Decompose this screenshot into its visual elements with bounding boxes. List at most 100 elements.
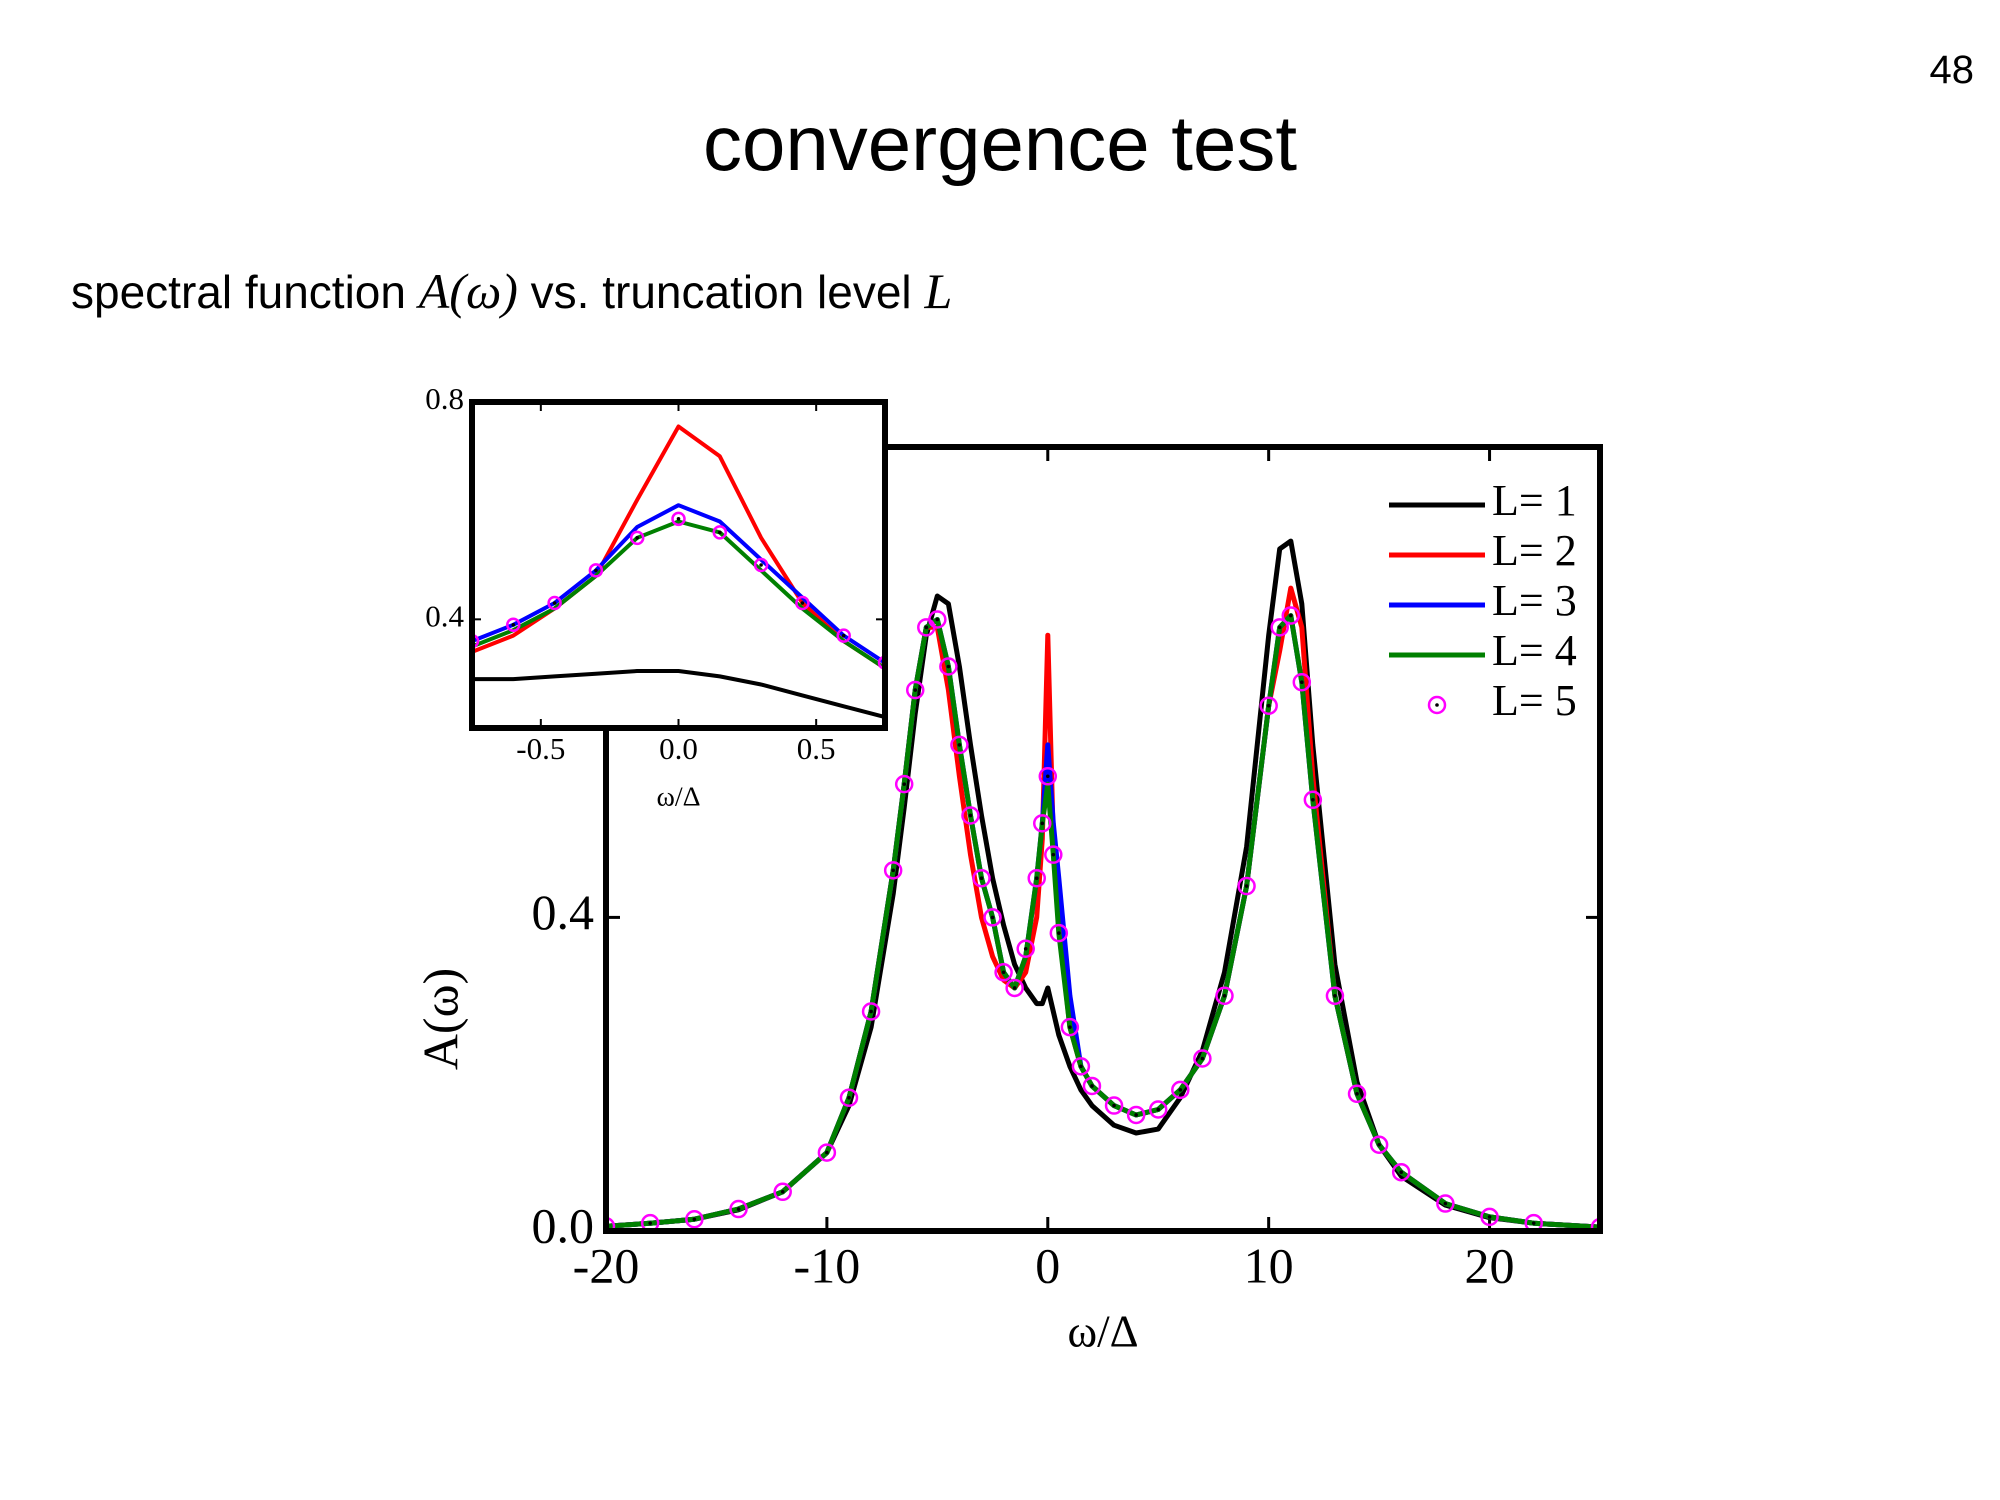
data-point xyxy=(1325,986,1345,1006)
data-point-dot xyxy=(1023,946,1028,951)
data-point-dot xyxy=(1156,1107,1161,1112)
legend-label: L= 1 xyxy=(1492,476,1577,525)
legend-label: L= 5 xyxy=(1492,676,1577,725)
x-axis-label: ω/Δ xyxy=(1067,1306,1138,1356)
data-point-dot xyxy=(1178,1088,1183,1092)
data-point xyxy=(877,655,885,671)
data-point xyxy=(983,908,1002,927)
data-point xyxy=(994,963,1013,982)
data-point xyxy=(972,868,991,888)
data-line xyxy=(472,669,885,720)
data-point xyxy=(712,525,728,540)
data-point xyxy=(1436,1194,1455,1213)
x-tick-label: -10 xyxy=(794,1237,861,1293)
data-point-dot xyxy=(1079,1064,1083,1069)
subtitle: spectral function A(ω) vs. truncation le… xyxy=(71,262,952,320)
subtitle-math: A(ω) xyxy=(418,263,518,319)
data-point-dot xyxy=(552,601,557,605)
data-point-dot xyxy=(1051,852,1056,857)
data-point-dot xyxy=(1300,680,1304,684)
data-point-dot xyxy=(1377,1142,1381,1147)
data-point-dot xyxy=(1090,1084,1094,1088)
data-point-dot xyxy=(1068,1025,1072,1029)
y-tick-label: 0.4 xyxy=(425,598,464,633)
data-point xyxy=(961,806,980,825)
data-point-dot xyxy=(946,664,951,669)
plot-frame xyxy=(469,399,888,731)
subtitle-text: vs. truncation level xyxy=(517,266,925,318)
slide-title: convergence test xyxy=(702,99,1298,187)
data-point xyxy=(795,595,810,611)
data-point xyxy=(588,563,604,578)
data-point-dot xyxy=(1311,798,1315,802)
data-point-dot xyxy=(924,625,929,630)
data-point xyxy=(839,1088,859,1107)
data-point xyxy=(928,610,947,629)
x-tick-label: 0 xyxy=(1035,1237,1060,1293)
data-point-dot xyxy=(736,1207,741,1211)
legend-marker-dot xyxy=(1435,703,1439,707)
x-axis-label: ω/Δ xyxy=(656,781,700,812)
data-point xyxy=(1391,1162,1411,1182)
data-point xyxy=(861,1002,881,1021)
data-point xyxy=(1082,1076,1102,1096)
data-point-dot xyxy=(594,568,598,573)
data-point-dot xyxy=(825,1150,829,1155)
data-point xyxy=(629,530,645,546)
plot-background xyxy=(472,402,885,728)
data-point xyxy=(1270,618,1289,637)
data-point xyxy=(905,680,925,700)
data-point xyxy=(894,774,914,794)
plot: -0.5 0.0 0.5 0.4 0.8 ω/Δ xyxy=(425,381,888,812)
subtitle-math: L xyxy=(924,263,953,319)
y-tick-label: 0.8 xyxy=(425,381,464,416)
data-point xyxy=(1033,814,1052,833)
data-point-dot xyxy=(1399,1170,1403,1174)
data-point-dot xyxy=(511,622,516,627)
data-point xyxy=(1193,1049,1212,1068)
data-line xyxy=(472,503,885,665)
x-tick-label: 20 xyxy=(1465,1237,1515,1293)
data-point xyxy=(1104,1096,1124,1115)
data-point xyxy=(1215,986,1234,1006)
page-number: 48 xyxy=(1929,48,1975,92)
y-tick-label: 0.4 xyxy=(532,884,595,940)
data-point-dot xyxy=(1001,970,1006,975)
data-point-dot xyxy=(718,530,722,535)
x-tick-label: 10 xyxy=(1244,1237,1294,1293)
data-point xyxy=(1148,1100,1168,1119)
data-point-dot xyxy=(1277,625,1282,630)
series-group xyxy=(606,538,1600,1231)
data-point-dot xyxy=(902,782,906,786)
legend-label: L= 2 xyxy=(1492,526,1577,575)
data-point-dot xyxy=(1040,821,1045,826)
data-point-dot xyxy=(1333,994,1337,998)
data-point xyxy=(1292,672,1312,692)
y-tick-label: 0.0 xyxy=(532,1197,595,1253)
x-tick-label: 0.5 xyxy=(797,731,836,766)
data-point-dot xyxy=(800,601,805,605)
plot-frame xyxy=(603,444,1603,1234)
data-point-dot xyxy=(1355,1092,1359,1096)
data-point-dot xyxy=(780,1190,785,1194)
data-point xyxy=(836,628,851,643)
data-point-dot xyxy=(957,743,962,747)
data-point-dot xyxy=(1200,1056,1205,1061)
data-point-dot xyxy=(635,536,639,540)
data-point xyxy=(472,633,480,649)
data-point xyxy=(753,557,769,573)
data-point-dot xyxy=(990,915,995,920)
data-point-dot xyxy=(979,876,984,880)
data-point xyxy=(1259,696,1278,715)
data-point-dot xyxy=(913,688,918,692)
data-point xyxy=(1303,790,1323,810)
x-tick-label: -20 xyxy=(573,1237,640,1293)
x-tick-label: -0.5 xyxy=(516,731,565,766)
data-point xyxy=(1126,1105,1146,1125)
data-point xyxy=(950,735,969,755)
data-point xyxy=(817,1143,837,1162)
data-point-dot xyxy=(1222,994,1227,998)
data-point-dot xyxy=(841,633,846,638)
data-point xyxy=(506,617,521,633)
